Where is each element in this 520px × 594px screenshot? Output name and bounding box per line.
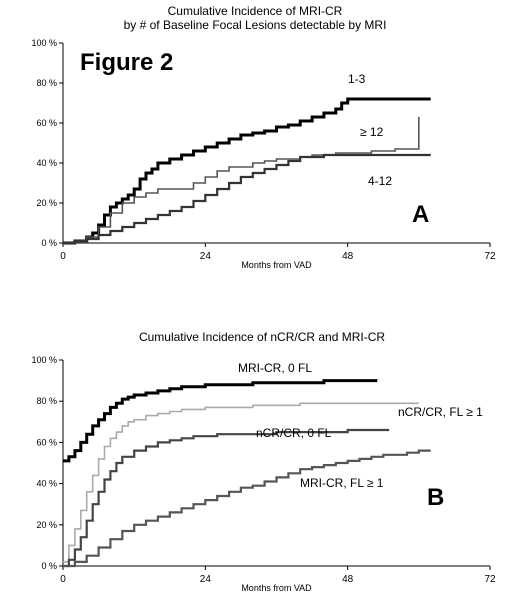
chart-a-y-tick-label: 80 % bbox=[36, 78, 57, 88]
chart-b-x-tick-label: 48 bbox=[342, 574, 354, 585]
chart-a-x-tick-label: 24 bbox=[200, 251, 212, 262]
chart-a-y-tick-label: 20 % bbox=[36, 198, 57, 208]
chart-b-y-tick-label: 60 % bbox=[36, 437, 57, 447]
chart-b-y-tick-label: 40 % bbox=[36, 479, 57, 489]
panel-a: Cumulative Incidence of MRI-CR by # of B… bbox=[31, 4, 496, 270]
chart-b-series-group bbox=[63, 379, 431, 568]
panel-b: Cumulative Incidence of nCR/CR and MRI-C… bbox=[31, 330, 496, 593]
chart-a-x-tick-label: 72 bbox=[484, 251, 496, 262]
chart-a-y-tick-label: 60 % bbox=[36, 118, 57, 128]
chart-a-series-line bbox=[63, 97, 431, 245]
chart-b-x-tick-label: 0 bbox=[60, 574, 66, 585]
chart-a-y-tick-label: 0 % bbox=[41, 238, 57, 248]
chart-a-panel-letter: A bbox=[412, 201, 429, 228]
chart-a-series-labels: 1-3 ≥ 12 4-12 bbox=[348, 72, 392, 188]
chart-b-series-label: nCR/CR, 0 FL bbox=[256, 426, 332, 440]
chart-a-series-line bbox=[63, 117, 420, 244]
chart-a-series-label: 1-3 bbox=[348, 72, 366, 86]
chart-b-x-axis-label: Months from VAD bbox=[241, 583, 312, 593]
figure-label: Figure 2 bbox=[80, 49, 173, 76]
chart-b-y-tick-label: 80 % bbox=[36, 396, 57, 406]
chart-a-series-line bbox=[63, 153, 431, 245]
chart-a-y-tick-label: 40 % bbox=[36, 158, 57, 168]
chart-a-series-group bbox=[63, 97, 431, 245]
chart-a-series-label: 4-12 bbox=[368, 174, 392, 188]
chart-a-subtitle: by # of Baseline Focal Lesions detectabl… bbox=[124, 18, 387, 32]
chart-a-x-tick-label: 0 bbox=[60, 251, 66, 262]
chart-b-series-label: MRI-CR, 0 FL bbox=[238, 361, 312, 375]
chart-b-title: Cumulative Incidence of nCR/CR and MRI-C… bbox=[139, 330, 385, 344]
chart-a-title: Cumulative Incidence of MRI-CR bbox=[168, 4, 343, 18]
chart-b-series-line bbox=[63, 449, 431, 568]
chart-b-y-tick-label: 0 % bbox=[41, 561, 57, 571]
chart-a-series-label: ≥ 12 bbox=[360, 125, 384, 139]
chart-a-x-tick-label: 48 bbox=[342, 251, 354, 262]
chart-b-y-tick-label: 20 % bbox=[36, 520, 57, 530]
chart-b-series-labels: MRI-CR, 0 FL nCR/CR, FL ≥ 1 nCR/CR, 0 FL MR… bbox=[238, 361, 483, 490]
chart-b-panel-letter: B bbox=[427, 484, 444, 511]
chart-b-series-line bbox=[63, 379, 378, 463]
chart-b-x-tick-label: 72 bbox=[484, 574, 496, 585]
chart-b-series-line bbox=[63, 428, 390, 568]
chart-b-y-tick-label: 100 % bbox=[31, 355, 57, 365]
chart-b-series-line bbox=[63, 402, 419, 563]
chart-a-x-axis-label: Months from VAD bbox=[241, 260, 312, 270]
chart-a-y-tick-label: 100 % bbox=[31, 38, 57, 48]
chart-b-axes: 0 % 20 % 40 % 60 % 80 % 100 % 0 24 48 72 Months fr… bbox=[31, 355, 496, 593]
chart-b-series-label: nCR/CR, FL ≥ 1 bbox=[398, 405, 483, 419]
chart-b-series-label: MRI-CR, FL ≥ 1 bbox=[300, 476, 384, 490]
chart-a-axes: 0 % 20 % 40 % 60 % 80 % 100 % 0 24 48 72 Months fr… bbox=[31, 38, 496, 270]
chart-b-x-tick-label: 24 bbox=[200, 574, 212, 585]
